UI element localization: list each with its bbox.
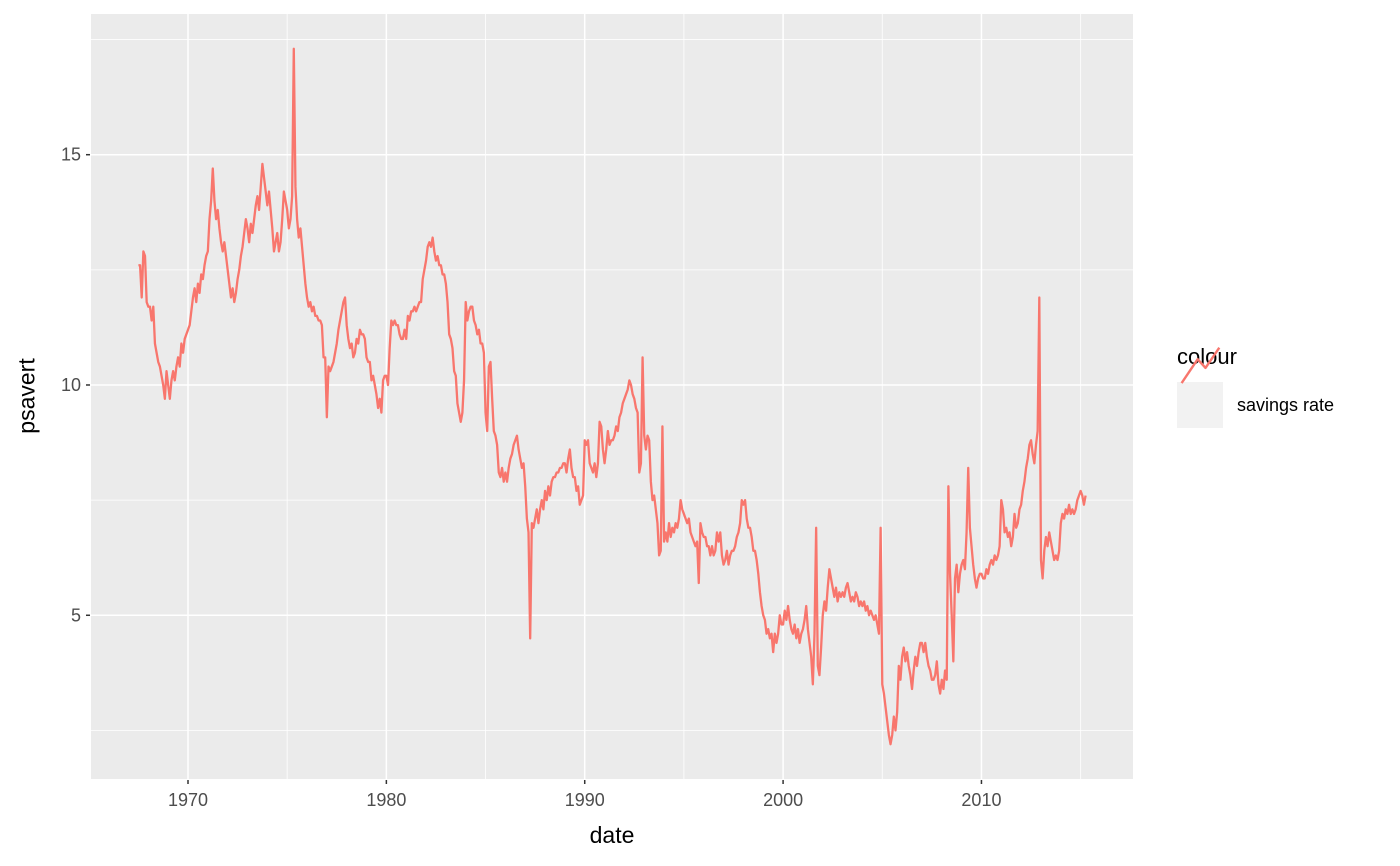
y-tick-label: 10 [61,375,81,395]
timeseries-key-icon [1180,347,1221,384]
chart-panel [91,14,1133,779]
series-line-savings-rate [138,47,1087,746]
legend-entry-label: savings rate [1237,394,1335,415]
x-tick-label: 2000 [763,790,803,810]
x-tick-label: 1980 [366,790,406,810]
y-axis-title: psavert [13,358,40,434]
x-tick-label: 2010 [961,790,1001,810]
x-tick-label: 1990 [565,790,605,810]
legend-entry: savings rate [1177,347,1335,429]
x-tick-label: 1970 [168,790,208,810]
y-tick-label: 15 [61,145,81,165]
legend-key [1177,347,1223,429]
y-tick-label: 5 [71,605,81,625]
legend: colour savings rate [1177,344,1335,429]
x-axis-title: date [589,822,635,848]
